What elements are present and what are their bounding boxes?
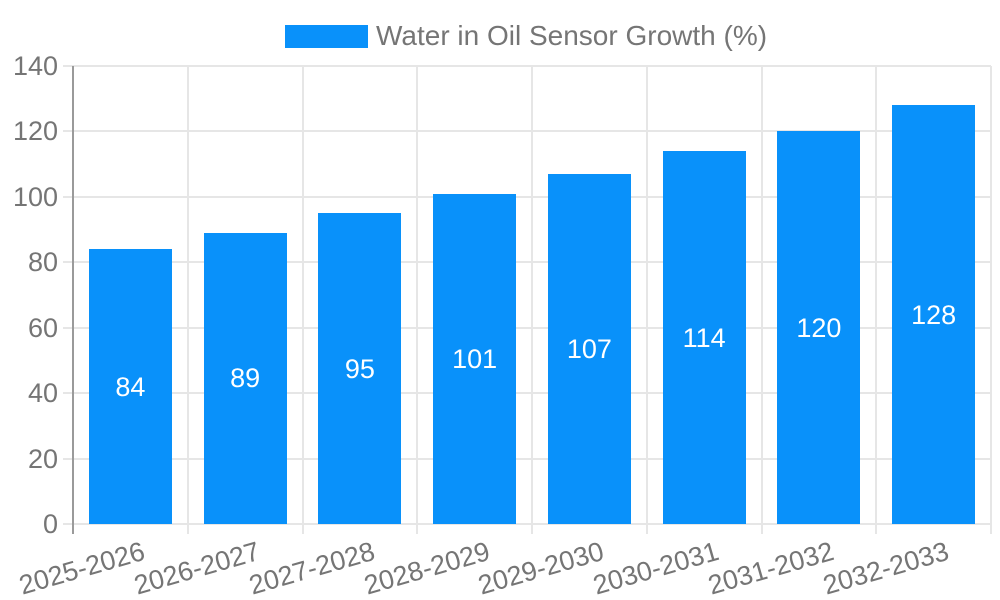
x-tick-mark — [186, 524, 189, 534]
x-tick-label: 2029-2030 — [474, 536, 608, 600]
y-tick-mark — [63, 457, 73, 460]
y-tick-label: 0 — [42, 509, 58, 539]
bar-value-label: 120 — [796, 312, 842, 343]
x-gridline — [416, 66, 419, 524]
y-axis-line — [72, 66, 74, 534]
x-tick-mark — [416, 524, 419, 534]
x-tick-label: 2027-2028 — [245, 536, 378, 600]
bar-value-label: 128 — [911, 299, 957, 330]
x-gridline — [531, 66, 533, 524]
bar — [892, 105, 976, 524]
y-tick-mark — [63, 130, 73, 133]
y-tick-label: 140 — [12, 51, 58, 81]
y-tick-label: 60 — [27, 312, 58, 343]
x-gridline — [645, 66, 648, 524]
x-tick-mark — [301, 524, 304, 534]
x-gridline — [301, 66, 304, 524]
x-tick-mark — [531, 524, 533, 534]
bar-value-label: 84 — [115, 371, 146, 402]
x-tick-mark — [760, 524, 763, 534]
bar — [547, 173, 631, 524]
y-tick-mark — [63, 261, 73, 264]
y-tick-mark — [63, 523, 73, 525]
bar-value-label: 95 — [344, 353, 375, 384]
x-tick-label: 2026-2027 — [130, 536, 264, 600]
legend-label: Water in Oil Sensor Growth (%) — [376, 20, 768, 51]
y-tick-label: 40 — [27, 378, 58, 409]
x-gridline — [186, 66, 189, 524]
x-tick-mark — [990, 524, 992, 534]
bar-value-label: 89 — [230, 363, 261, 394]
bar-value-label: 107 — [566, 333, 612, 364]
y-tick-mark — [63, 65, 73, 67]
x-gridline — [875, 66, 878, 524]
x-tick-label: 2028-2029 — [360, 536, 493, 600]
x-tick-label: 2030-2031 — [589, 536, 723, 600]
x-tick-mark — [875, 524, 878, 534]
bar — [203, 232, 287, 524]
y-tick-label: 20 — [27, 443, 58, 474]
bar-value-label: 101 — [452, 343, 498, 374]
legend-swatch — [285, 25, 368, 48]
legend: Water in Oil Sensor Growth (%) — [0, 0, 1000, 60]
x-gridline — [990, 66, 992, 524]
x-tick-mark — [645, 524, 648, 534]
x-gridline — [760, 66, 763, 524]
x-tick-label: 2032-2033 — [819, 536, 952, 600]
bar — [318, 213, 402, 524]
y-tick-mark — [63, 326, 73, 329]
y-tick-label: 100 — [12, 181, 58, 212]
bar — [433, 193, 517, 524]
y-tick-mark — [63, 195, 73, 198]
bar — [662, 151, 746, 524]
y-tick-label: 80 — [27, 247, 58, 278]
x-tick-label: 2025-2026 — [15, 536, 149, 600]
bar-value-label: 114 — [682, 322, 726, 353]
y-tick-label: 120 — [12, 116, 58, 147]
bar — [88, 249, 172, 524]
y-tick-mark — [63, 392, 73, 395]
bar — [777, 131, 861, 524]
x-tick-label: 2031-2032 — [704, 536, 837, 600]
